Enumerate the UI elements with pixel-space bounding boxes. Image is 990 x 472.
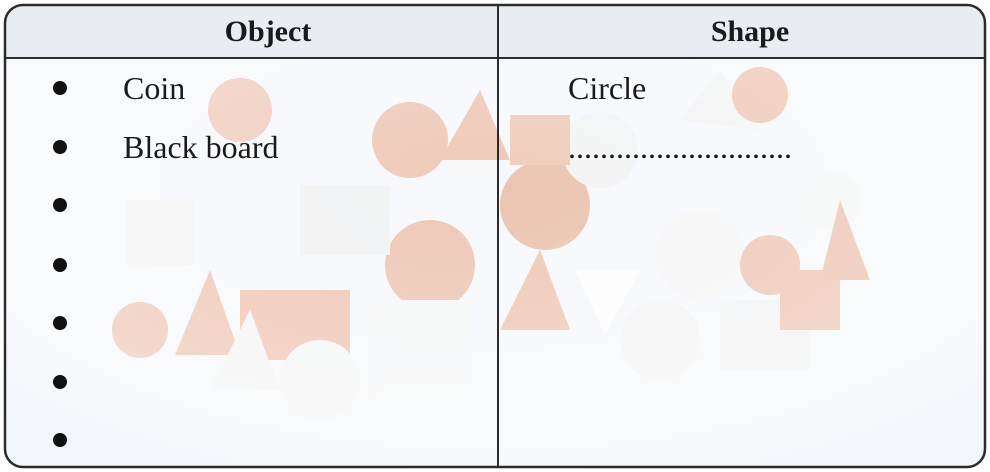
bullets — [53, 81, 67, 447]
header-cell: Shape — [711, 15, 789, 48]
background-shapes — [5, 5, 985, 467]
bullet — [53, 258, 67, 272]
shape-answer-blank: ............................ — [568, 129, 792, 165]
object-cell: Coin — [123, 70, 185, 106]
bullet — [53, 316, 67, 330]
header-cell: Object — [225, 15, 312, 48]
bullet — [53, 433, 67, 447]
bullet — [53, 375, 67, 389]
bullet — [53, 140, 67, 154]
bullet — [53, 81, 67, 95]
shape-cell: Circle — [568, 70, 646, 106]
bullet — [53, 198, 67, 212]
table-border — [3, 3, 987, 469]
object-cell: Black board — [123, 129, 279, 165]
